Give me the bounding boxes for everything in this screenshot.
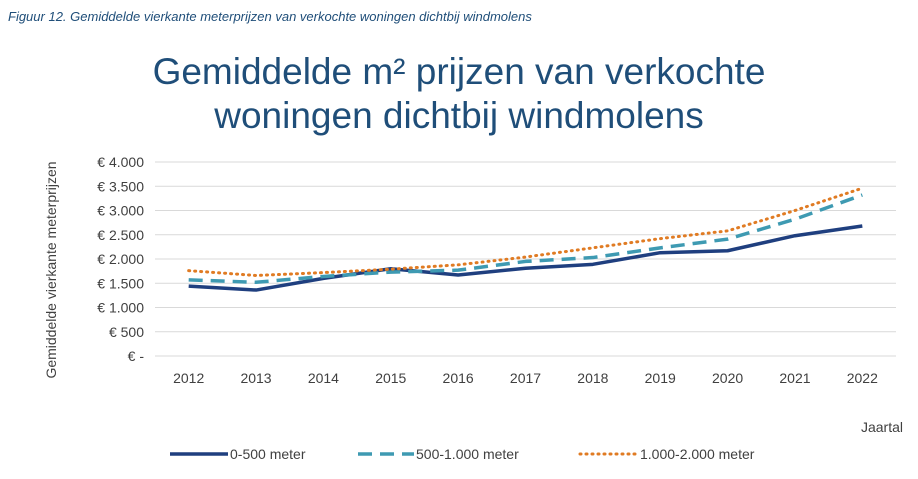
series-line-3 (187, 186, 864, 277)
legend-label-1: 0-500 meter (230, 446, 306, 462)
y-tick-label: € 1.500 (97, 275, 144, 291)
y-tick-label: € 500 (109, 324, 144, 340)
chart-title: Gemiddelde m² prijzen van verkochte woni… (0, 50, 918, 138)
legend-label-2: 500-1.000 meter (416, 446, 519, 462)
x-tick-label: 2014 (308, 370, 339, 386)
x-tick-label: 2021 (779, 370, 810, 386)
legend: 0-500 meter 500-1.000 meter 1.000-2.000 me… (170, 446, 755, 462)
x-tick-label: 2013 (240, 370, 271, 386)
y-tick-label: € 3.000 (97, 203, 144, 219)
series-line-2 (188, 193, 863, 285)
x-tick-label: 2012 (173, 370, 204, 386)
y-tick-label: € 2.000 (97, 251, 144, 267)
y-tick-label: € 4.000 (97, 154, 144, 170)
y-tick-label: € 3.500 (97, 178, 144, 194)
gridlines (155, 161, 896, 357)
y-tick-label: € 1.000 (97, 300, 144, 316)
x-tick-label: 2016 (443, 370, 474, 386)
chart-title-line-1: Gemiddelde m² prijzen van verkochte (152, 51, 766, 92)
x-tick-label: 2015 (375, 370, 406, 386)
x-axis-title: Jaartal (861, 419, 903, 435)
series-line-1 (188, 224, 863, 292)
legend-label-3: 1.000-2.000 meter (640, 446, 755, 462)
y-axis-title: Gemiddelde vierkante meterprijzen (43, 161, 59, 378)
x-tick-label: 2019 (645, 370, 676, 386)
series-lines (187, 186, 864, 292)
y-tick-label: € - (128, 348, 145, 364)
chart-title-line-2: woningen dichtbij windmolens (214, 95, 704, 136)
x-tick-label: 2022 (847, 370, 878, 386)
x-tick-label: 2018 (577, 370, 608, 386)
x-tick-label: 2020 (712, 370, 743, 386)
figure-caption: Figuur 12. Gemiddelde vierkante meterpri… (8, 9, 532, 24)
y-tick-labels: € - € 500 € 1.000 € 1.500 € 2.000 € 2.500 € 3.… (97, 154, 144, 364)
x-tick-label: 2017 (510, 370, 541, 386)
y-tick-label: € 2.500 (97, 227, 144, 243)
x-tick-labels: 2012 2013 2014 2015 2016 2017 2018 2019 2020 2021… (173, 370, 878, 386)
